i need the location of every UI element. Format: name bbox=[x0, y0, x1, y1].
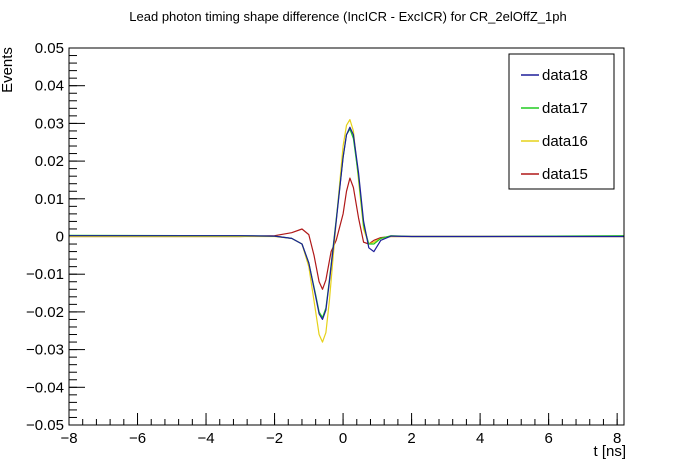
x-tick-label: −2 bbox=[266, 430, 283, 447]
y-tick-label: 0.01 bbox=[35, 191, 64, 208]
series-line-data15 bbox=[69, 177, 624, 290]
chart-title: Lead photon timing shape difference (Inc… bbox=[129, 9, 566, 24]
y-tick-label: −0.03 bbox=[26, 342, 64, 359]
y-axis-title: Events bbox=[0, 47, 16, 93]
x-tick-label: −6 bbox=[129, 430, 146, 447]
y-tick-label: 0.04 bbox=[35, 78, 64, 95]
x-tick-label: −8 bbox=[60, 430, 77, 447]
y-tick-label: −0.02 bbox=[26, 304, 64, 321]
legend-label: data18 bbox=[542, 67, 588, 84]
y-tick-label: −0.04 bbox=[26, 379, 64, 396]
y-tick-label: 0.05 bbox=[35, 40, 64, 57]
legend-box bbox=[508, 53, 615, 190]
x-tick-label: 0 bbox=[339, 430, 347, 447]
y-tick-label: 0.02 bbox=[35, 153, 64, 170]
legend: data18 data17 data16 data15 bbox=[508, 53, 615, 190]
legend-label: data17 bbox=[542, 100, 588, 117]
legend-label: data16 bbox=[542, 133, 588, 150]
series-lines bbox=[68, 118, 625, 343]
x-tick-label: 2 bbox=[407, 430, 415, 447]
x-axis-title: t [ns] bbox=[593, 443, 626, 460]
x-tick-label: 6 bbox=[544, 430, 552, 447]
axis-ticks: −8 −6 −4 −2 0 2 4 6 8 −0.05 −0.04 −0.03 −0.02 −0.01 0 0… bbox=[26, 40, 621, 447]
x-tick-label: 8 bbox=[613, 430, 621, 447]
series-line-data18 bbox=[69, 126, 624, 320]
y-tick-label: 0 bbox=[56, 229, 64, 246]
y-tick-label: 0.03 bbox=[35, 115, 64, 132]
legend-label: data15 bbox=[542, 166, 588, 183]
x-tick-label: −4 bbox=[197, 430, 214, 447]
y-tick-label: −0.01 bbox=[26, 266, 64, 283]
plot-frame bbox=[68, 47, 625, 426]
y-tick-label: −0.05 bbox=[26, 417, 64, 434]
x-tick-label: 4 bbox=[476, 430, 484, 447]
